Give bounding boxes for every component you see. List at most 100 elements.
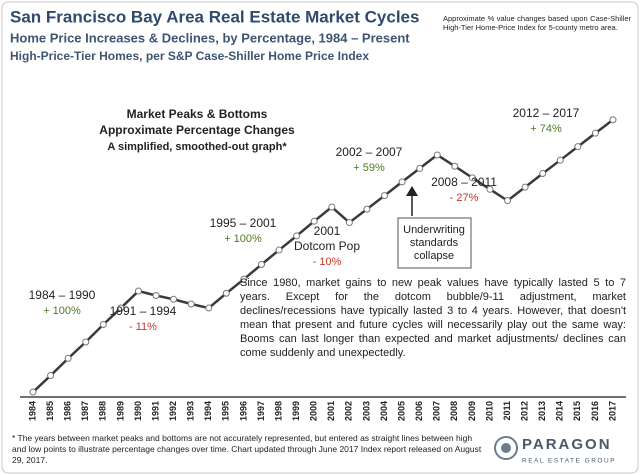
point — [574, 143, 582, 151]
x-tick-label: 2000 — [309, 401, 319, 421]
x-tick-label: 1989 — [115, 401, 125, 421]
point — [293, 232, 301, 240]
annotation-period: 1984 – 1990 — [29, 288, 96, 302]
x-tick-label: 1999 — [291, 401, 301, 421]
x-tick-label: 1994 — [203, 401, 213, 421]
point — [345, 219, 353, 227]
x-tick-label: 1993 — [186, 401, 196, 421]
arrow-head — [406, 186, 418, 196]
point — [504, 197, 512, 205]
annotation-event: Dotcom Pop — [294, 239, 360, 253]
point — [591, 129, 599, 137]
x-tick-label: 2009 — [467, 401, 477, 421]
x-tick-label: 2015 — [572, 401, 582, 421]
paragraph: Since 1980, market gains to new peak val… — [240, 277, 626, 359]
point — [82, 338, 90, 346]
point — [433, 151, 441, 159]
x-tick-label: 2002 — [344, 401, 354, 421]
point — [451, 162, 459, 170]
line — [32, 118, 614, 393]
x-tick-label: 2011 — [502, 401, 512, 421]
callout-text: Underwriting — [403, 224, 465, 236]
x-tick-label: 1990 — [133, 401, 143, 421]
chart-title: San Francisco Bay Area Real Estate Marke… — [10, 7, 419, 26]
x-tick-label: 2003 — [361, 401, 371, 421]
x-tick-label: 2006 — [414, 401, 424, 421]
annotation-period: 1991 – 1994 — [110, 304, 177, 318]
annotation-change: + 74% — [530, 123, 562, 135]
x-tick-label: 2017 — [607, 401, 617, 421]
point — [556, 156, 564, 164]
annotation-period: 2001 — [314, 224, 341, 238]
point — [363, 205, 371, 213]
callout-text: collapse — [414, 250, 454, 262]
annotation-period: 1995 – 2001 — [210, 216, 277, 230]
x-tick-label: 2010 — [484, 401, 494, 421]
x-tick-label: 1992 — [168, 401, 178, 421]
point — [609, 116, 617, 124]
annotation-period: 2008 – 2011 — [431, 175, 497, 189]
heading: A simplified, smoothed-out graph* — [107, 141, 287, 153]
x-tick-label: 2013 — [537, 401, 547, 421]
x-tick-label: 2014 — [555, 401, 565, 421]
point — [64, 354, 72, 362]
subtitle: High-Price-Tier Homes, per S&P Case-Shil… — [10, 49, 369, 63]
point — [486, 185, 494, 193]
x-tick-label: 1984 — [27, 401, 37, 421]
point — [99, 320, 107, 328]
logo-subtext: REAL ESTATE GROUP — [522, 458, 616, 465]
note: Approximate % value changes based upon C… — [443, 14, 631, 32]
x-tick-label: 1988 — [98, 401, 108, 421]
point — [275, 246, 283, 254]
x-tick-label: 1995 — [221, 401, 231, 421]
point — [134, 287, 142, 295]
x-tick-label: 2004 — [379, 401, 389, 421]
point — [222, 289, 230, 297]
point — [29, 388, 37, 396]
x-tick-label: 2016 — [590, 401, 600, 421]
x-tick-label: 1985 — [45, 401, 55, 421]
callout-text: standards — [410, 237, 459, 249]
logo-text: PARAGON — [522, 436, 612, 453]
heading: Approximate Percentage Changes — [99, 123, 295, 137]
point — [398, 178, 406, 186]
point — [328, 203, 336, 211]
point — [117, 304, 125, 312]
logo-mark — [494, 436, 518, 460]
logo-mark — [501, 443, 511, 453]
point — [205, 304, 213, 312]
x-tick-label: 1996 — [238, 401, 248, 421]
x-tick-label: 2008 — [449, 401, 459, 421]
x-tick-label: 1997 — [256, 401, 266, 421]
x-tick-label: 1998 — [273, 401, 283, 421]
annotation-period: 2002 – 2007 — [336, 145, 403, 159]
point — [381, 192, 389, 200]
annotation-change: - 11% — [129, 321, 157, 333]
point — [152, 291, 160, 299]
annotation-change: + 59% — [353, 162, 385, 174]
callout-box — [397, 217, 472, 269]
x-tick-label: 2005 — [396, 401, 406, 421]
point — [187, 300, 195, 308]
point — [47, 372, 55, 380]
annotation-change: - 10% — [313, 256, 342, 268]
x-tick-label: 1991 — [150, 401, 160, 421]
annotation-change: - 27% — [450, 192, 479, 204]
x-tick-label: 1987 — [80, 401, 90, 421]
x-tick-label: 2001 — [326, 401, 336, 421]
point — [310, 217, 318, 225]
x-tick-label: 2007 — [432, 401, 442, 421]
subtitle: Home Price Increases & Declines, by Perc… — [10, 30, 410, 45]
point — [416, 164, 424, 172]
annotation-period: 2012 – 2017 — [513, 106, 580, 120]
point — [170, 295, 178, 303]
annotation-change: + 100% — [43, 305, 81, 317]
x-tick-label: 2012 — [519, 401, 529, 421]
point — [539, 170, 547, 178]
point — [240, 275, 248, 283]
point — [257, 260, 265, 268]
point — [521, 183, 529, 191]
annotation-change: + 100% — [224, 233, 262, 245]
